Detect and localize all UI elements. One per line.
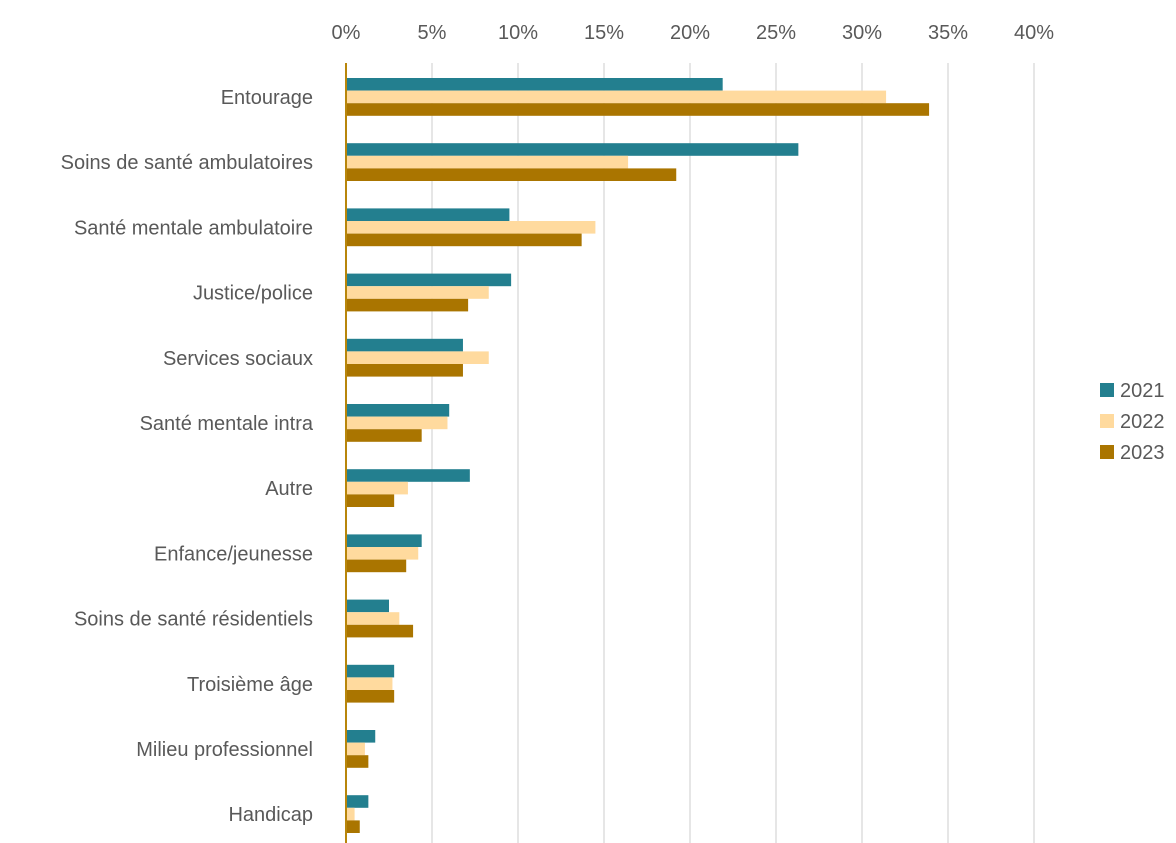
bar-2022 [346,677,393,690]
bar-2021 [346,273,512,287]
bar-2021 [346,599,389,613]
category-label: Handicap [228,804,313,826]
bar-2021 [346,469,470,482]
bar-2021 [346,795,369,808]
category-label: Soins de santé ambulatoires [61,152,313,174]
category-label: Soins de santé résidentiels [74,609,313,631]
bar-2023 [346,820,360,833]
legend-swatch [1100,445,1114,459]
bar-2023 [346,690,395,703]
bar-2021 [346,664,395,678]
x-tick-label: 20% [670,22,710,44]
bar-2023 [346,168,677,181]
x-tick-label: 25% [756,22,796,44]
bar-2021 [346,208,510,221]
bar-2023 [346,364,463,377]
bar-2023 [346,429,422,442]
x-tick-label: 0% [332,22,361,44]
bar-2023 [346,559,407,573]
category-label: Autre [265,478,313,500]
legend-swatch [1100,383,1114,397]
bar-2021 [346,404,450,417]
x-tick-label: 10% [498,22,538,44]
x-axis-tick-labels: 0% 5% 10% 15% 20% 25% 30% 35% 40% [332,22,1055,44]
bar-2021 [346,730,376,743]
bar-2022 [346,416,448,430]
category-label: Justice/police [193,283,313,305]
bar-2023 [346,624,414,638]
bar-2022 [346,547,419,560]
legend-swatch [1100,414,1114,428]
bar-2022 [346,481,408,495]
bar-2023 [346,494,395,507]
bar-2021 [346,143,799,156]
x-tick-label: 35% [928,22,968,44]
category-label: Entourage [221,87,313,109]
bar-2021 [346,338,463,352]
bar-2022 [346,807,355,821]
category-label: Troisième âge [187,674,313,696]
bar-2022 [346,221,596,234]
legend-label: 2023 [1120,442,1165,464]
x-tick-label: 30% [842,22,882,44]
bar-2022 [346,90,887,104]
bar-2022 [346,351,489,364]
legend-label: 2021 [1120,380,1165,402]
x-tick-label: 5% [418,22,447,44]
category-label: Milieu professionnel [136,739,313,761]
bar-2022 [346,742,365,756]
legend: 2021 2022 2023 [1100,380,1165,464]
bar-2023 [346,298,469,312]
legend-label: 2022 [1120,411,1165,433]
category-label: Santé mentale intra [140,413,314,435]
bar-2022 [346,286,489,299]
bar-2023 [346,103,930,116]
category-label: Enfance/jeunesse [154,543,313,565]
bars [346,78,930,833]
bar-2021 [346,78,723,91]
category-labels: Entourage Soins de santé ambulatoires Sant… [61,87,314,826]
bar-2022 [346,612,400,625]
bar-2023 [346,755,369,768]
category-label: Santé mentale ambulatoire [74,217,313,239]
bar-2022 [346,155,629,169]
bar-2021 [346,534,422,547]
bar-2023 [346,233,582,247]
x-tick-label: 40% [1014,22,1054,44]
gridlines [431,63,1035,843]
category-label: Services sociaux [163,348,313,370]
x-tick-label: 15% [584,22,624,44]
